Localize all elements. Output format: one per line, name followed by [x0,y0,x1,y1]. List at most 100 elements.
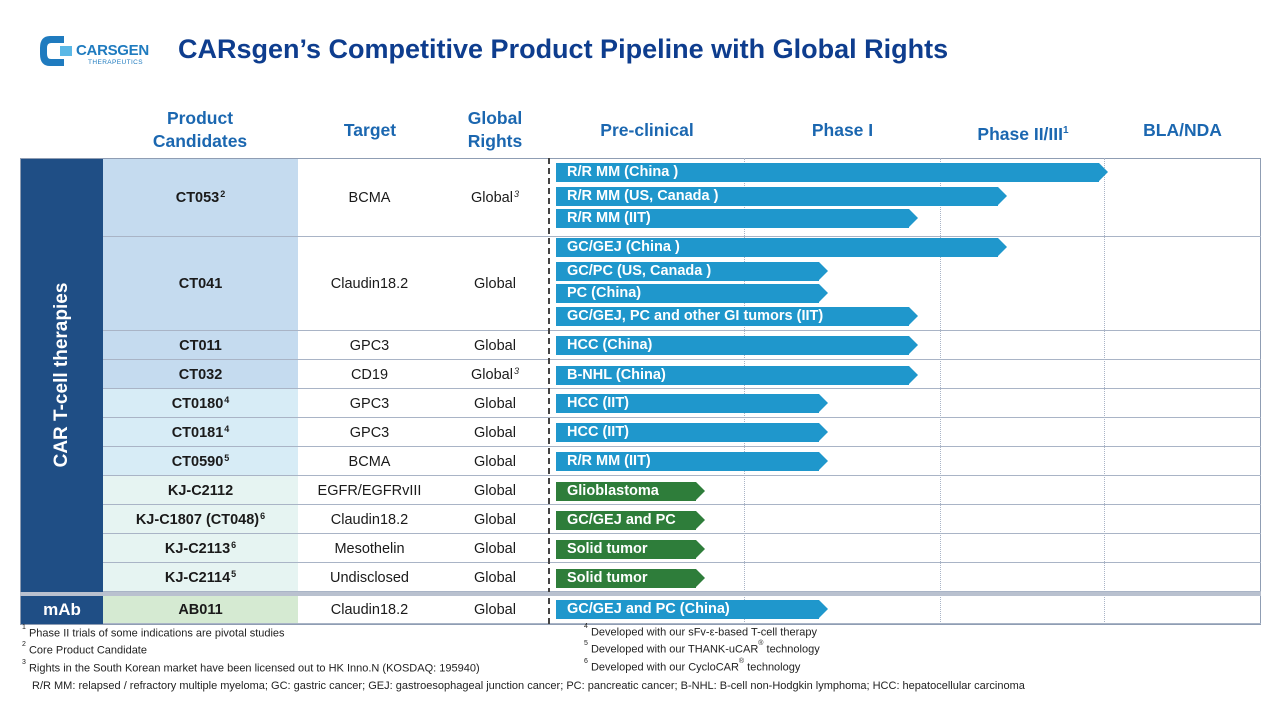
row-divider [103,446,1261,447]
table-row: KJ-C2114 5 Undisclosed Global [103,563,1261,592]
header-rights: Global Rights [467,108,523,151]
table-row: CT041 Claudin18.2 Global [103,237,1261,331]
indication-arrow: GC/PC (US, Canada ) [556,262,828,281]
product-name: CT0181 4 [103,418,298,447]
indication-arrow: HCC (IIT) [556,394,828,413]
row-divider [103,388,1261,389]
indication-arrow: GC/GEJ (China ) [556,238,1007,257]
target-cell: Claudin18.2 [330,276,409,292]
header-phase1: Phase I [811,120,874,140]
footnote-1: 1 Phase II trials of some indications ar… [22,624,285,640]
rights-cell: Global [441,237,549,331]
footnote-6: 6 Developed with our CycloCAR® technolog… [584,658,801,674]
rights-text: Global [474,602,516,618]
target-cell: Mesothelin [334,540,405,557]
footnote-4-text: Developed with our sFv-ε-based T-cell th… [590,626,817,639]
product-name: KJ-C2113 6 [103,534,298,563]
product-name: KJ-C2112 [103,476,298,505]
target-cell: GPC3 [349,337,390,354]
row-divider [103,591,1261,592]
rights-cell: Global [441,331,549,360]
indication-arrow: R/R MM (IIT) [556,209,918,228]
table-row: AB011 Claudin18.2 Global [103,596,1261,624]
footnote-6-text: Developed with our CycloCAR [590,661,739,674]
indication-arrow: HCC (IIT) [556,423,828,442]
header-bla: BLA/NDA [1143,120,1222,140]
group-separator [20,592,1261,596]
row-divider [103,623,1261,624]
indication-arrow: GC/GEJ and PC [556,511,705,530]
product-name-text: KJ-C2114 [164,569,231,586]
car-t-group [21,159,103,592]
rights-text: Global [474,569,516,586]
target-cell: GPC3 [349,395,390,412]
rights-text: Global [474,276,516,292]
rights-text: Global [474,482,516,499]
product-footnote: 5 [224,452,230,463]
table-left-border [20,158,21,625]
target-cell: Undisclosed [330,569,409,586]
product-name: CT053 2 [103,159,298,237]
product-name-text: CT032 [178,366,223,383]
footnote-6-reg: ® [738,658,745,665]
rights-text: Global [474,424,516,441]
page-title: CARsgen’s Competitive Product Pipeline w… [178,34,949,64]
logo-mark-icon [40,36,72,66]
footnote-4: 4 Developed with our sFv-ε-based T-cell … [584,623,817,639]
rights-cell: Global [441,563,549,592]
product-name: KJ-C2114 5 [103,563,298,592]
row-divider [103,504,1261,505]
indication-arrow: R/R MM (US, Canada ) [556,187,1007,206]
product-name-text: CT053 [175,190,220,206]
abbreviations: R/R MM: relapsed / refractory multiple m… [32,680,1025,692]
table-top-border [20,158,1261,159]
target-cell: Claudin18.2 [330,602,409,618]
product-name: CT011 [103,331,298,360]
indication-arrow: Glioblastoma [556,482,705,501]
rights-cell: Global [441,534,549,563]
bla-divider [1104,158,1105,624]
product-name: CT041 [103,237,298,331]
row-divider [103,330,1261,331]
product-name: CT0590 5 [103,447,298,476]
product-name: AB011 [103,596,298,624]
rights-cell: Global [441,476,549,505]
indication-arrow: GC/GEJ, PC and other GI tumors (IIT) [556,307,918,326]
carsgen-logo: CARSGEN THERAPEUTICS [38,32,150,72]
row-divider [103,236,1261,237]
target-cell: CD19 [350,366,389,383]
table-row: CT011 GPC3 Global [103,331,1261,360]
footnote-2-text: Core Product Candidate [28,644,147,657]
target-cell: Claudin18.2 [330,511,409,528]
rights-text: Global [471,366,513,383]
target-cell: BCMA [348,190,391,206]
rights-cell: Global 3 [441,159,549,237]
row-divider [103,562,1261,563]
phase1-divider [744,158,745,624]
indication-arrow: B-NHL (China) [556,366,918,385]
row-divider [103,417,1261,418]
header-preclinical: Pre-clinical [600,120,694,140]
header-target: Target [343,120,397,140]
product-name-text: CT0590 [171,453,224,470]
rights-footnote: 3 [513,365,519,376]
car-t-group-label: CAR T-cell therapies [51,282,72,468]
target-cell: EGFR/EGFRvIII [317,482,422,499]
indication-arrow: PC (China) [556,284,828,303]
table-row: KJ-C2112 EGFR/EGFRvIII Global [103,476,1261,505]
product-footnote: 4 [224,394,230,405]
table-row: CT032 CD19 Global 3 [103,360,1261,389]
product-name-text: CT0180 [171,395,224,412]
target-cell: BCMA [348,453,391,470]
rights-text: Global [474,540,516,557]
target-cell: GPC3 [349,424,390,441]
logo-name: CARSGEN [76,42,149,59]
rights-footnote: 3 [513,189,519,199]
footnote-1-text: Phase II trials of some indications are … [28,627,285,640]
product-name-text: KJ-C1807 (CT048) [135,511,260,528]
table-row: CT053 2 BCMA Global 3 [103,159,1261,237]
footnote-3: 3 Rights in the South Korean market have… [22,659,480,675]
footnote-6-tail: technology [744,661,801,674]
rights-cell: Global 3 [441,360,549,389]
product-name-text: KJ-C2112 [167,482,234,499]
